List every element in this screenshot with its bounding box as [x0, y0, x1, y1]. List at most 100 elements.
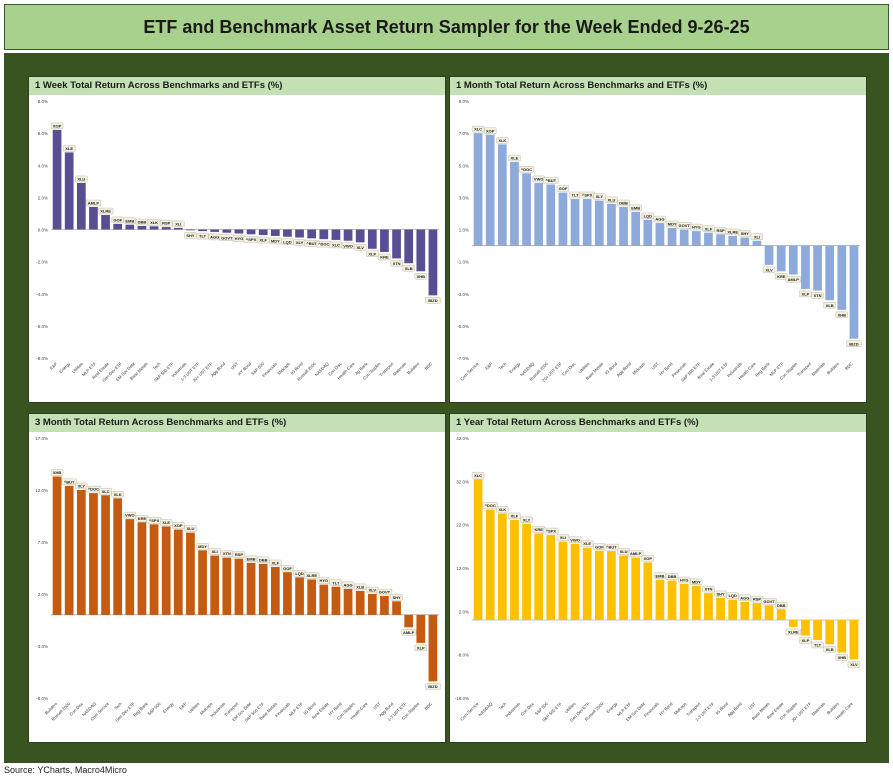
bar — [367, 229, 377, 249]
data-label-text: XLP — [417, 645, 425, 650]
bar — [246, 229, 256, 235]
data-label-text: XLE — [65, 146, 73, 151]
x-tick-label: BDC — [844, 361, 854, 371]
bar — [89, 207, 98, 230]
x-tick-label: E&P — [49, 361, 59, 371]
bar — [331, 229, 341, 240]
y-tick-label: -8.0% — [36, 696, 48, 701]
data-label-text: XOP — [644, 556, 653, 561]
data-label-box — [520, 516, 533, 523]
source-note: Source: YCharts, Macro4Micro — [4, 765, 127, 775]
bar — [546, 184, 556, 246]
data-label-text: XLY — [596, 194, 604, 199]
data-label: XTN — [702, 585, 715, 593]
bar — [607, 203, 616, 246]
bar — [691, 585, 701, 620]
data-label-text: XLF — [272, 561, 280, 566]
data-label: ^SPX — [579, 191, 595, 199]
data-label-box — [761, 598, 777, 605]
bar — [849, 620, 859, 660]
data-label-box — [603, 543, 620, 551]
data-label-box — [378, 253, 391, 261]
x-tick-label: Agg Bond — [616, 361, 633, 378]
data-label-box — [425, 683, 441, 690]
bar — [295, 229, 304, 238]
bar — [558, 192, 568, 246]
data-label-text: XLE — [162, 520, 170, 525]
bar — [485, 134, 495, 246]
data-label-text: XLB — [356, 584, 364, 589]
data-label-text: ^BUT — [64, 479, 75, 484]
bar — [497, 513, 507, 620]
data-label-text: XLV — [850, 662, 858, 667]
data-label-text: VWO — [343, 243, 353, 248]
bar — [510, 162, 519, 246]
data-label: XLI — [172, 220, 185, 228]
data-label: XLRE — [97, 207, 114, 215]
chart-panel-1week: 1 Week Total Return Across Benchmarks an… — [28, 76, 446, 403]
data-label-text: XLI — [754, 234, 760, 239]
data-label: ^DOC — [482, 502, 498, 509]
y-tick-label: -18.0% — [455, 696, 469, 701]
chart-3month: -8.0% -3.0% 2.0% 7.0% 12.0% 17.0% XHB^BUTXLY^D… — [35, 436, 441, 723]
bar — [210, 229, 220, 232]
data-label: MDY — [269, 237, 282, 245]
data-label-text: HYG — [692, 225, 701, 230]
bar — [691, 231, 701, 246]
data-label-text: SHY — [716, 592, 725, 597]
x-tick-label: Midcaps — [276, 361, 291, 376]
data-label-text: XLRE — [727, 230, 738, 235]
data-label: KRE — [532, 526, 545, 533]
y-tick-label: 2.0% — [38, 195, 48, 200]
data-label-box — [665, 573, 679, 580]
data-label-box — [811, 641, 824, 649]
data-label-text: XLU — [607, 197, 615, 202]
data-label: KRE — [775, 273, 788, 280]
data-label-text: KRE — [138, 516, 147, 521]
bar — [343, 588, 353, 615]
data-label-box — [354, 244, 367, 251]
data-label-text: SHY — [741, 231, 750, 236]
data-label-box — [641, 555, 654, 562]
data-label: HYG — [317, 577, 330, 584]
data-label-box — [75, 175, 88, 183]
data-label-box — [543, 177, 559, 184]
data-label: ^DOC — [518, 166, 535, 173]
x-tick-label: NASDAQ — [477, 701, 494, 718]
y-axis: -8.0% -3.0% 2.0% 7.0% 12.0% 17.0% — [35, 436, 48, 701]
x-tick-label: Materials — [811, 361, 827, 377]
bar — [679, 584, 689, 620]
bar — [558, 541, 568, 620]
bar — [510, 519, 519, 620]
data-label: XHB — [835, 654, 848, 661]
y-tick-label: 2.0% — [38, 592, 48, 597]
data-label-text: DBB — [259, 557, 268, 562]
bar — [825, 620, 835, 645]
chart-panel-3month: 3 Month Total Return Across Benchmarks a… — [28, 413, 446, 743]
data-label: EMB — [629, 204, 642, 211]
bars — [473, 479, 859, 660]
x-tick-label: Agg Bond — [210, 361, 227, 378]
x-tick-label: BDC — [423, 701, 433, 711]
x-tick-label: Energy — [58, 361, 72, 375]
bars — [52, 476, 438, 682]
data-label: ^DOC — [316, 240, 332, 248]
data-label: XLU — [75, 175, 88, 183]
data-label-box — [775, 273, 788, 280]
data-label-box — [281, 565, 294, 572]
data-label-box — [508, 512, 521, 520]
data-label: GOVT — [761, 598, 777, 605]
chart-title-1month: 1 Month Total Return Across Benchmarks a… — [450, 77, 866, 95]
data-label-text: ^SPX — [582, 193, 593, 198]
data-label-text: XLY — [523, 517, 531, 522]
data-label-box — [50, 469, 64, 476]
data-label-text: AGG — [740, 595, 749, 600]
data-label-text: XLB — [405, 266, 413, 271]
x-tick-label: Tech — [498, 361, 508, 371]
data-label-text: GOVT — [679, 223, 691, 228]
y-tick-label: -7.0% — [457, 356, 469, 361]
x-tick-label: Tech — [152, 361, 162, 371]
